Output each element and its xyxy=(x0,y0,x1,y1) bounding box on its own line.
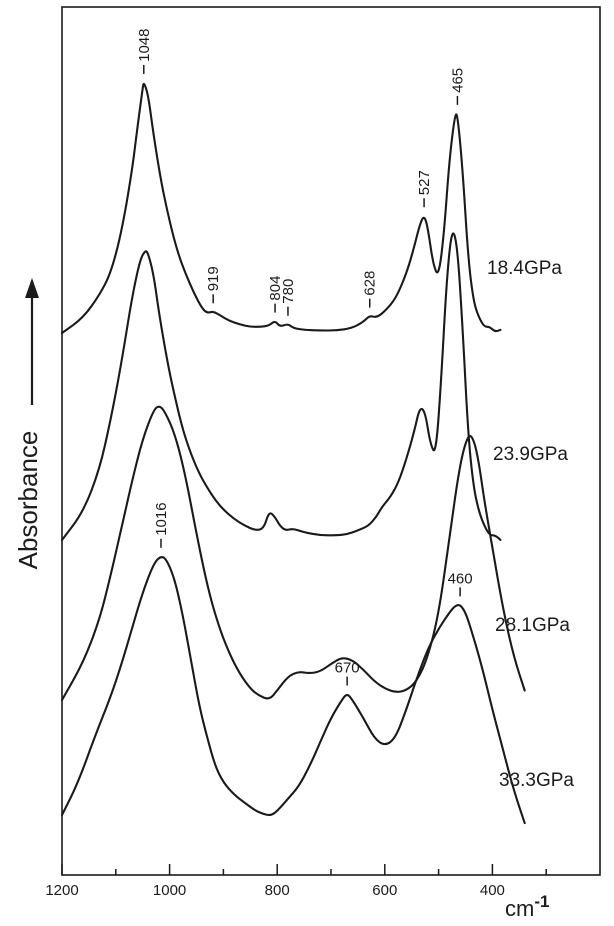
x-tick-label: 1200 xyxy=(45,882,78,899)
peak-label: 465 xyxy=(449,68,466,93)
x-tick-label: 1000 xyxy=(153,882,186,899)
spectrum-curve-18-4gpa xyxy=(60,82,502,335)
pressure-labels: 18.4GPa 23.9GPa 28.1GPa 33.3GPa xyxy=(487,258,574,791)
peak-label: 1016 xyxy=(153,502,170,535)
x-axis: 1200 1000 800 600 400 xyxy=(45,864,547,899)
peak-label: 628 xyxy=(362,271,379,296)
x-tick-label: 600 xyxy=(372,882,397,899)
y-axis-label: Absorbance xyxy=(13,431,43,570)
pressure-label: 28.1GPa xyxy=(495,615,570,636)
absorbance-arrow-icon xyxy=(25,278,39,298)
peak-label: 804 xyxy=(267,276,284,301)
x-axis-unit-label: cm-1 xyxy=(505,892,549,921)
peak-label: 1048 xyxy=(136,29,153,62)
spectra-curves xyxy=(60,82,526,825)
peak-label: 919 xyxy=(205,266,222,291)
spectrum-curve-28-1gpa xyxy=(60,405,526,702)
peak-label: 670 xyxy=(335,660,360,677)
x-tick-label: 400 xyxy=(480,882,505,899)
pressure-label: 18.4GPa xyxy=(487,258,562,279)
spectrum-curve-33-3gpa xyxy=(60,556,526,825)
x-axis-unit-exponent: -1 xyxy=(534,892,549,911)
x-axis-unit-group: cm-1 xyxy=(505,892,549,921)
pressure-label: 23.9GPa xyxy=(493,444,568,465)
x-axis-unit-text: cm xyxy=(505,896,534,921)
peak-label: 460 xyxy=(448,570,473,587)
pressure-label: 33.3GPa xyxy=(499,770,574,791)
x-tick-label: 800 xyxy=(265,882,290,899)
y-axis-label-group: Absorbance xyxy=(13,278,43,569)
peak-label: 780 xyxy=(280,279,297,304)
spectrum-curve-23-9gpa xyxy=(60,232,502,542)
peak-label: 527 xyxy=(416,170,433,195)
